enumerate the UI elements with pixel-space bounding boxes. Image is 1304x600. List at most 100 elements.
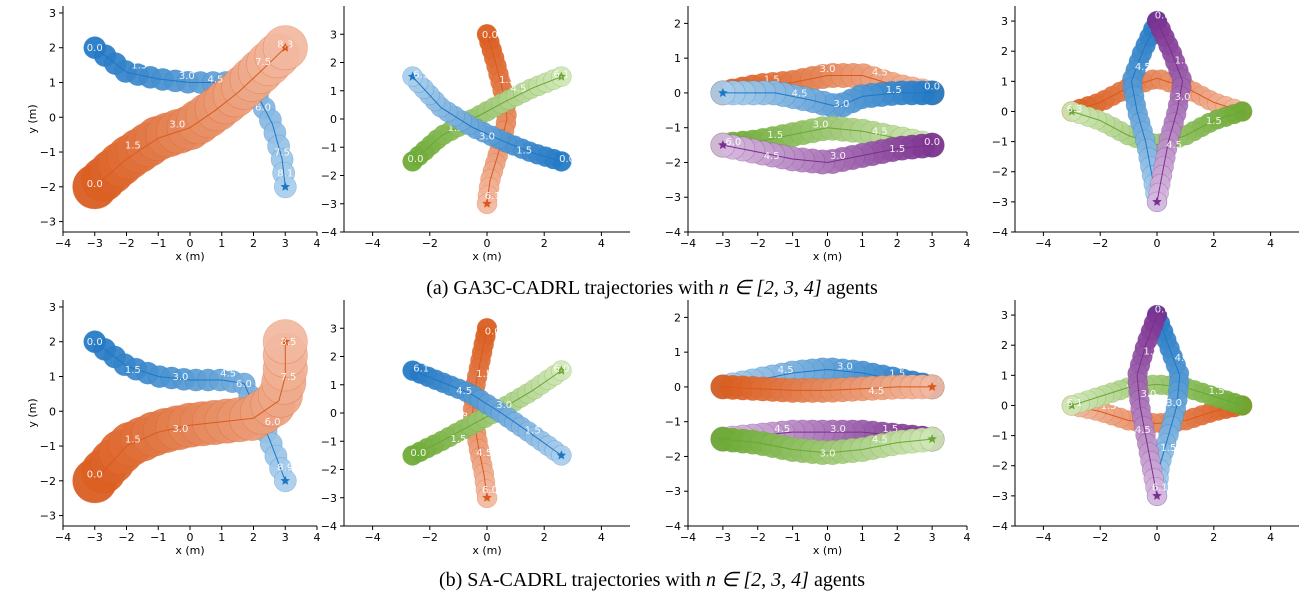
- y-tick-label: −3: [40, 510, 56, 523]
- x-tick-label: 2: [894, 237, 901, 250]
- x-tick-label: 1: [859, 237, 866, 250]
- x-tick-label: 2: [1210, 531, 1217, 544]
- time-label: 3.0: [169, 120, 185, 131]
- x-tick-label: 3: [282, 237, 289, 250]
- trajectory-line: [412, 76, 562, 162]
- time-label: 0.0: [87, 179, 103, 190]
- y-tick-label: −1: [992, 430, 1008, 443]
- time-label: 4.5: [1135, 425, 1151, 436]
- plot-area: 0.0 1.5 3.0 6.0 7.5 8.1 0.0 1.5 3.0 4.5 7.5 8.3: [72, 25, 308, 210]
- y-tick-label: −1: [665, 416, 681, 429]
- goal-star-icon: [718, 87, 728, 97]
- x-tick-label: 0: [187, 237, 194, 250]
- x-tick-label: −3: [715, 531, 731, 544]
- trajectory-line: [1071, 383, 1243, 406]
- goal-star-icon: [407, 71, 418, 81]
- time-label: 8.1: [277, 168, 293, 179]
- y-tick-label: −1: [40, 146, 56, 159]
- x-tick-label: 4: [1267, 531, 1274, 544]
- time-label: 1.5: [764, 75, 780, 86]
- trajectory-line: [1071, 405, 1243, 425]
- x-axis-label: x (m): [175, 544, 204, 557]
- x-tick-label: −2: [422, 237, 438, 250]
- time-label: 4.5: [456, 386, 472, 397]
- time-label: 4.5: [792, 88, 808, 99]
- trajectory-blue: 0.0 1.5 3.0 6.1: [402, 66, 575, 172]
- y-tick-label: 0: [674, 87, 681, 100]
- trajectory-line: [1136, 314, 1158, 496]
- x-tick-label: 4: [314, 237, 321, 250]
- y-tick-label: −2: [40, 475, 56, 488]
- x-tick-label: 2: [250, 531, 257, 544]
- time-label: 6.0: [725, 137, 741, 148]
- x-tick-label: −1: [785, 237, 801, 250]
- y-tick-label: 1: [330, 85, 337, 98]
- trajectory-purple: 0.0 1.5 3.0 4.5 6.0: [710, 132, 945, 175]
- trajectory-line: [94, 47, 286, 188]
- y-tick-label: 3: [330, 322, 337, 335]
- y-tick-label: 0: [49, 111, 56, 124]
- y-tick-label: −2: [321, 464, 337, 477]
- time-label: 1.5: [125, 365, 141, 376]
- time-label: 1.5: [125, 435, 141, 446]
- time-label: 3.0: [173, 372, 189, 383]
- time-label: 0.0: [924, 137, 940, 148]
- goal-star-icon: [280, 181, 290, 191]
- y-tick-label: −2: [992, 166, 1008, 179]
- x-tick-label: 0: [484, 237, 491, 250]
- trajectory-line: [722, 438, 933, 454]
- y-tick-label: 2: [674, 311, 681, 324]
- y-tick-label: −3: [992, 490, 1008, 503]
- x-tick-label: −4: [55, 237, 71, 250]
- y-tick-label: −2: [40, 181, 56, 194]
- time-label: 0.0: [87, 337, 103, 348]
- y-tick-label: 1: [49, 76, 56, 89]
- panel-a1: −4 −3 −2 −1 0 1 2 3 4 −3 −2 −1 0 1 2 3 x (m) y (m) 0.0 1.5 3…: [26, 6, 321, 263]
- x-tick-label: −4: [1035, 237, 1051, 250]
- time-label: 1.5: [450, 434, 466, 445]
- goal-star-icon: [556, 71, 567, 81]
- y-tick-label: 2: [1001, 45, 1008, 58]
- y-tick-label: 2: [49, 42, 56, 55]
- time-label: 8.3: [277, 40, 293, 51]
- y-tick-label: 2: [49, 336, 56, 349]
- time-label: 4.5: [1166, 140, 1182, 151]
- time-label: 0.0: [410, 448, 426, 459]
- time-label: 0.0: [485, 327, 501, 338]
- x-tick-label: −2: [118, 531, 134, 544]
- x-tick-label: 3: [282, 531, 289, 544]
- time-label: 4.5: [872, 127, 888, 138]
- x-tick-label: 0: [484, 531, 491, 544]
- time-label: 6.1: [413, 69, 429, 80]
- y-tick-label: −4: [992, 520, 1008, 533]
- goal-star-icon: [927, 434, 937, 444]
- x-tick-label: −1: [150, 237, 166, 250]
- time-label: 4.5: [774, 424, 790, 435]
- trajectory-purple: 0.0 1.5 3.0 4.5: [1146, 11, 1192, 213]
- trajectory-purple: 0.0 1.5 3.0 4.5 6.1: [1127, 305, 1171, 507]
- goal-star-icon: [1152, 490, 1162, 500]
- trajectory-orange: 0.0 1.5 3.0 6.0 7.5 8.5: [72, 319, 308, 504]
- time-label: 1.5: [448, 123, 464, 134]
- trajectory-line: [412, 76, 562, 162]
- y-tick-label: 3: [1001, 15, 1008, 28]
- time-label: 0.0: [87, 469, 103, 480]
- plot-area: 3.00.01.56.34.56.30.01.53.04.5: [1061, 11, 1253, 213]
- time-label: 3.0: [837, 362, 853, 373]
- time-label: 4.5: [1175, 353, 1191, 364]
- time-label: 0.0: [408, 154, 424, 165]
- x-tick-label: 0: [1154, 531, 1161, 544]
- time-label: 3.0: [820, 64, 836, 75]
- time-label: 6.1: [413, 363, 429, 374]
- x-tick-label: −4: [680, 531, 696, 544]
- time-label: 6.1: [485, 191, 501, 202]
- goal-star-icon: [280, 336, 290, 346]
- time-label: 1.5: [1143, 347, 1159, 358]
- time-label: 3.0: [479, 131, 495, 142]
- x-tick-label: 1: [859, 531, 866, 544]
- y-tick-label: 1: [674, 346, 681, 359]
- y-tick-label: −3: [665, 191, 681, 204]
- trajectory-line: [1156, 20, 1184, 202]
- time-label: 4.5: [1135, 62, 1151, 73]
